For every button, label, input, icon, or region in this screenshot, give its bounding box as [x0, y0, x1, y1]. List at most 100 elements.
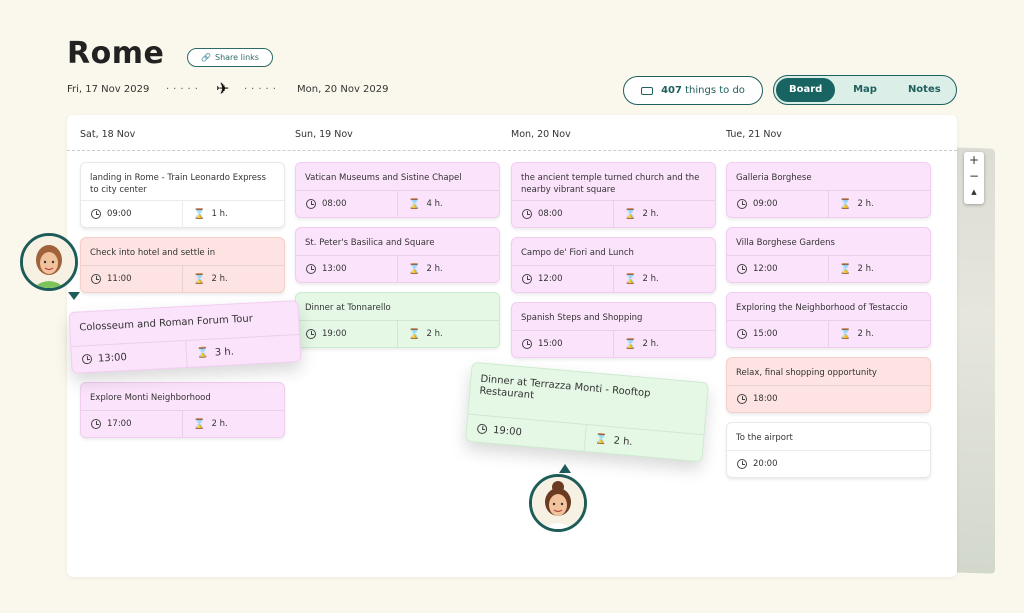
clock-icon	[737, 199, 747, 209]
activity-card[interactable]: landing in Rome - Train Leonardo Express…	[80, 162, 285, 228]
clock-icon	[91, 274, 101, 284]
tab-board[interactable]: Board	[776, 78, 836, 102]
activity-card[interactable]: Exploring the Neighborhood of Testaccio …	[726, 292, 931, 348]
activity-card[interactable]: To the airport 20:00	[726, 422, 931, 478]
activity-title: landing in Rome - Train Leonardo Express…	[90, 173, 266, 195]
activity-duration: 2 h.	[613, 434, 634, 448]
activity-card[interactable]: Explore Monti Neighborhood 17:00 ⌛ 2 h.	[80, 382, 285, 438]
zoom-in-button[interactable]: +	[968, 153, 980, 167]
day-header: Sun, 19 Nov	[295, 129, 353, 140]
activity-duration: 1 h.	[211, 209, 228, 219]
clock-icon	[306, 199, 316, 209]
activity-time: 13:00	[97, 351, 128, 365]
activity-title: Campo de' Fiori and Lunch	[521, 248, 634, 258]
activity-duration: 2 h.	[857, 329, 874, 339]
trip-dots-left: ·····	[166, 84, 202, 95]
activity-time: 19:00	[492, 424, 523, 438]
activity-time: 08:00	[538, 209, 563, 219]
activity-title: St. Peter's Basilica and Square	[305, 238, 435, 248]
hourglass-icon: ⌛	[624, 338, 637, 350]
hourglass-icon: ⌛	[839, 263, 852, 275]
map-controls: + − ▲	[964, 152, 984, 204]
activity-duration: 3 h.	[214, 345, 235, 358]
activity-time: 09:00	[107, 209, 132, 219]
activity-card[interactable]: Relax, final shopping opportunity 18:00	[726, 357, 931, 413]
things-to-do-button[interactable]: 407 things to do	[623, 76, 763, 105]
clock-icon	[522, 339, 532, 349]
things-label: things to do	[685, 85, 745, 96]
activity-card[interactable]: Galleria Borghese 09:00 ⌛ 2 h.	[726, 162, 931, 218]
clock-icon	[737, 394, 747, 404]
activity-duration: 2 h.	[857, 264, 874, 274]
activity-duration: 2 h.	[426, 264, 443, 274]
hourglass-icon: ⌛	[624, 208, 637, 220]
clock-icon	[476, 423, 488, 435]
activity-title: Dinner at Tonnarello	[305, 303, 391, 313]
activity-title: To the airport	[736, 433, 793, 443]
hourglass-icon: ⌛	[408, 263, 421, 275]
clock-icon	[81, 353, 93, 365]
activity-card[interactable]: Vatican Museums and Sistine Chapel 08:00…	[295, 162, 500, 218]
activity-time: 08:00	[322, 199, 347, 209]
activity-duration: 2 h.	[642, 339, 659, 349]
compass-icon[interactable]: ▲	[971, 188, 977, 196]
activity-time: 15:00	[538, 339, 563, 349]
clock-icon	[91, 419, 101, 429]
hourglass-icon: ⌛	[408, 328, 421, 340]
clock-icon	[522, 274, 532, 284]
activity-duration: 2 h.	[642, 209, 659, 219]
start-date: Fri, 17 Nov 2029	[67, 84, 150, 95]
activity-title: the ancient temple turned church and the…	[521, 173, 700, 195]
trip-dots-right: ·····	[244, 84, 280, 95]
page-title: Rome	[67, 36, 165, 71]
plane-icon: ✈	[216, 79, 230, 98]
avatar-collaborator-1	[20, 233, 78, 291]
activity-card[interactable]: Dinner at Tonnarello 19:00 ⌛ 2 h.	[295, 292, 500, 348]
clock-icon	[737, 329, 747, 339]
hourglass-icon: ⌛	[196, 347, 210, 359]
activity-duration: 2 h.	[642, 274, 659, 284]
hourglass-icon: ⌛	[193, 418, 206, 430]
clock-icon	[306, 329, 316, 339]
link-icon: 🔗	[201, 53, 211, 62]
activity-time: 18:00	[753, 394, 778, 404]
zoom-out-button[interactable]: −	[968, 169, 980, 183]
activity-card[interactable]: Colosseum and Roman Forum Tour 13:00 ⌛ 3 …	[68, 300, 302, 374]
activity-duration: 2 h.	[426, 329, 443, 339]
activity-time: 19:00	[322, 329, 347, 339]
activity-title: Galleria Borghese	[736, 173, 812, 183]
avatar-collaborator-2	[529, 474, 587, 532]
tab-map[interactable]: Map	[853, 84, 877, 95]
activity-card[interactable]: Spanish Steps and Shopping 15:00 ⌛ 2 h.	[511, 302, 716, 358]
hourglass-icon: ⌛	[408, 198, 421, 210]
activity-time: 11:00	[107, 274, 132, 284]
activity-title: Villa Borghese Gardens	[736, 238, 835, 248]
tab-notes[interactable]: Notes	[907, 84, 941, 95]
activity-card[interactable]: Villa Borghese Gardens 12:00 ⌛ 2 h.	[726, 227, 931, 283]
activity-card[interactable]: Check into hotel and settle in 11:00 ⌛ 2 …	[80, 237, 285, 293]
day-header: Mon, 20 Nov	[511, 129, 571, 140]
activity-duration: 2 h.	[211, 419, 228, 429]
activity-title: Vatican Museums and Sistine Chapel	[305, 173, 462, 183]
activity-card[interactable]: St. Peter's Basilica and Square 13:00 ⌛ 2…	[295, 227, 500, 283]
end-date: Mon, 20 Nov 2029	[297, 84, 389, 95]
activity-title: Spanish Steps and Shopping	[521, 313, 643, 323]
hourglass-icon: ⌛	[624, 273, 637, 285]
activity-duration: 2 h.	[211, 274, 228, 284]
clock-icon	[91, 209, 101, 219]
hourglass-icon: ⌛	[193, 273, 206, 285]
clock-icon	[737, 264, 747, 274]
activity-time: 20:00	[753, 459, 778, 469]
activity-card[interactable]: the ancient temple turned church and the…	[511, 162, 716, 228]
activity-duration: 4 h.	[426, 199, 443, 209]
activity-title: Explore Monti Neighborhood	[90, 393, 211, 403]
share-label: Share links	[215, 53, 259, 62]
activity-time: 12:00	[538, 274, 563, 284]
clock-icon	[522, 209, 532, 219]
share-links-button[interactable]: 🔗 Share links	[187, 48, 273, 67]
activity-card[interactable]: Campo de' Fiori and Lunch 12:00 ⌛ 2 h.	[511, 237, 716, 293]
activity-duration: 2 h.	[857, 199, 874, 209]
activity-time: 12:00	[753, 264, 778, 274]
activity-title: Check into hotel and settle in	[90, 248, 216, 258]
cursor-pointer-2	[559, 464, 571, 473]
